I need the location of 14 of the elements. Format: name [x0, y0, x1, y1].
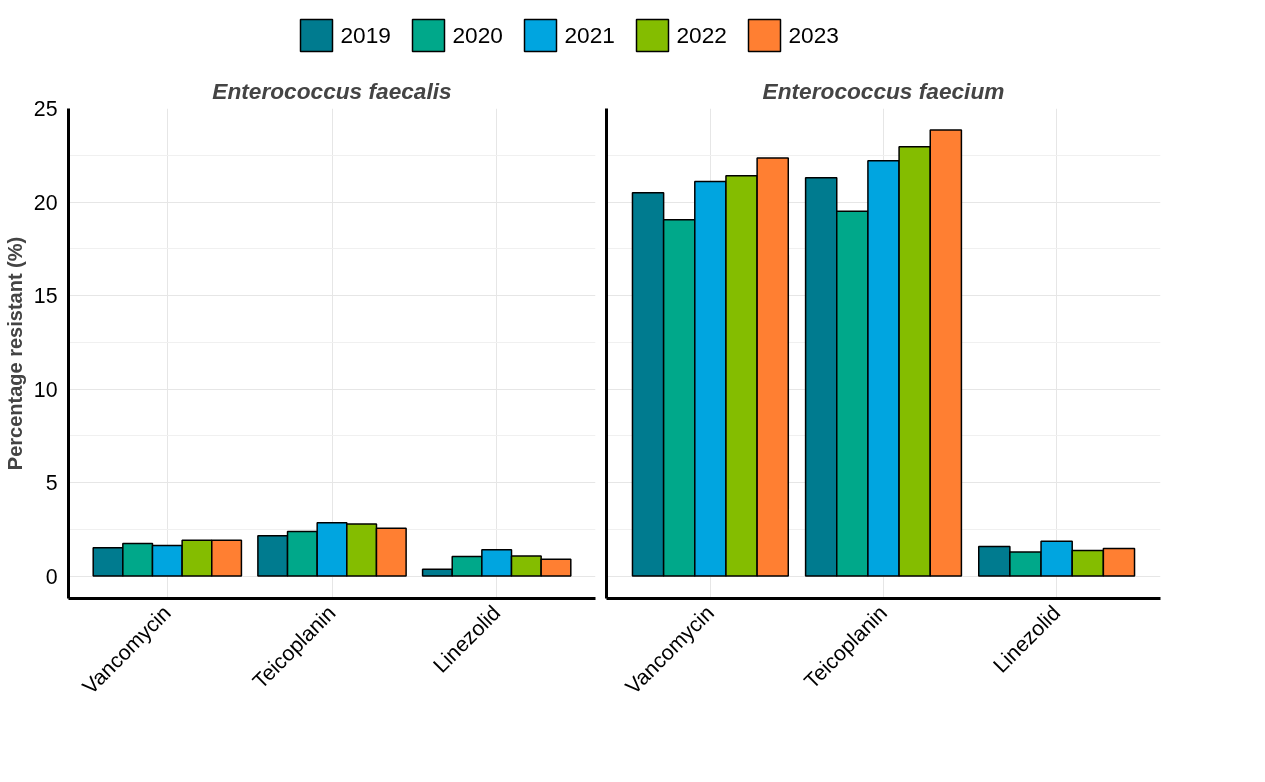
y-tick-label: 15 — [33, 284, 58, 309]
y-tick-label: 10 — [33, 377, 58, 402]
legend-label: 2023 — [788, 22, 839, 48]
legend-label: 2022 — [676, 22, 727, 48]
chart-title: Enterococcus faecalis — [212, 77, 452, 104]
y-tick-label: 25 — [33, 97, 58, 121]
y-tick-label: 5 — [45, 471, 58, 496]
legend-label: 2020 — [452, 22, 503, 48]
legend-label: 2021 — [564, 22, 615, 48]
chart-title: Enterococcus faecium — [762, 77, 1005, 104]
legend-label: 2019 — [340, 22, 391, 48]
y-axis-title: Percentage resistant (%) — [3, 236, 26, 471]
y-tick-label: 20 — [33, 190, 58, 215]
y-tick-label: 0 — [45, 564, 58, 589]
